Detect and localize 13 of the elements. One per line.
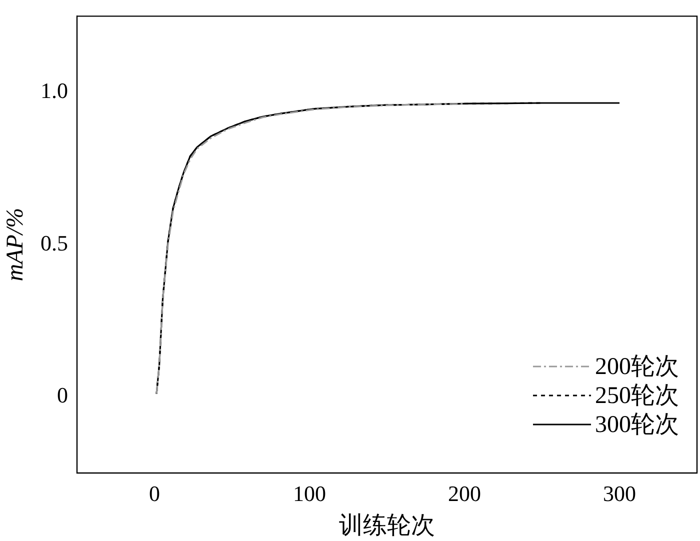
x-axis-title: 训练轮次 [339, 512, 435, 539]
x-tick-label: 200 [448, 480, 481, 506]
y-axis-title: mAP/% [2, 208, 29, 282]
x-tick-label: 100 [293, 480, 326, 506]
line-series [156, 103, 466, 395]
legend-label: 250轮次 [595, 382, 679, 409]
y-tick-label: 0.5 [40, 230, 68, 256]
x-tick-label: 0 [149, 480, 160, 506]
legend-label: 200轮次 [595, 354, 679, 380]
x-tick-label: 300 [603, 480, 636, 506]
legend-label: 300轮次 [595, 412, 679, 438]
y-tick-label: 0 [57, 382, 68, 408]
y-tick-label: 1.0 [40, 78, 68, 104]
